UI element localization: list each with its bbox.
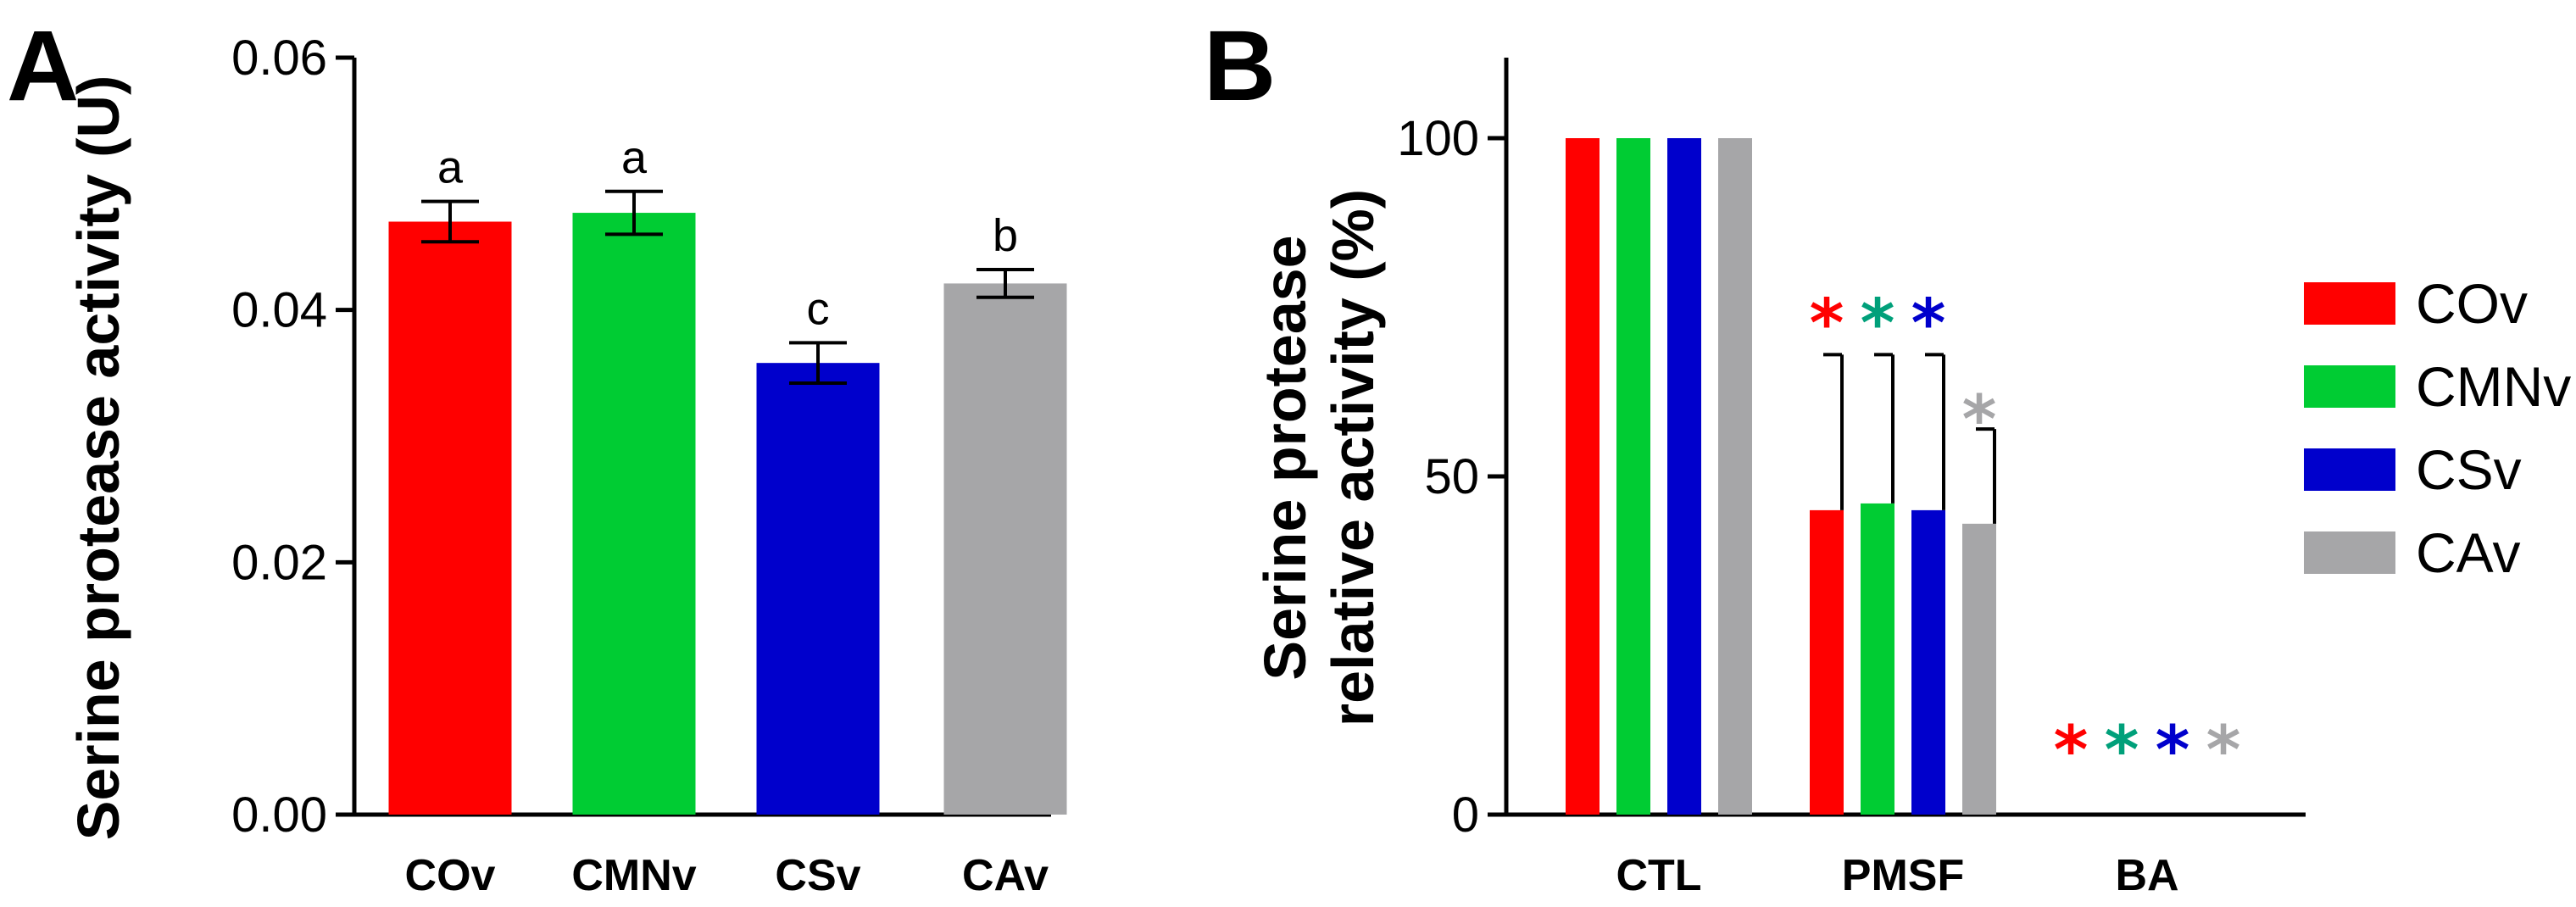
panel-b-bars: * * *** * * * bbox=[1566, 138, 2240, 815]
panel-a-bars: a a c b bbox=[388, 132, 1067, 815]
panel-b-y-axis-label-line2: relative activity (%) bbox=[1320, 189, 1386, 726]
panel-a-bar-cav bbox=[943, 283, 1067, 815]
panel-b: B Serine protease relative activity (%) … bbox=[1204, 10, 2571, 900]
legend-swatch-cav bbox=[2304, 531, 2395, 574]
panel-a-x-tick-label: COv bbox=[405, 851, 496, 900]
panel-b-bar-pmsf-cov bbox=[1810, 509, 1844, 815]
legend-label-cov: COv bbox=[2416, 272, 2528, 335]
panel-a-y-ticks: 0.00 0.02 0.04 0.06 bbox=[231, 31, 354, 843]
panel-a-letter: A bbox=[7, 10, 79, 122]
legend-label-cav: CAv bbox=[2416, 521, 2521, 584]
panel-a-y-tick-label: 0.06 bbox=[231, 31, 327, 86]
legend-label-cmnv: CMNv bbox=[2416, 355, 2571, 418]
panel-b-significance-star: * bbox=[2105, 713, 2139, 789]
panel-a-significance-label: c bbox=[807, 283, 830, 334]
panel-b-y-tick-label: 0 bbox=[1452, 787, 1479, 843]
legend-swatch-csv bbox=[2304, 448, 2395, 491]
panel-b-bar-pmsf-csv bbox=[1911, 509, 1945, 815]
panel-b-significance-star: * bbox=[1962, 382, 1997, 459]
panel-a-y-tick-label: 0.02 bbox=[231, 535, 327, 590]
panel-b-bar-pmsf-cmnv bbox=[1861, 503, 1894, 815]
panel-b-bar-ctl-cov bbox=[1566, 138, 1600, 815]
legend-swatch-cmnv bbox=[2304, 365, 2395, 408]
panel-b-x-tick-label: PMSF bbox=[1842, 851, 1964, 900]
panel-b-bar-ctl-cmnv bbox=[1616, 138, 1650, 815]
panel-b-significance-star: * bbox=[2206, 713, 2241, 789]
panel-b-y-tick-label: 50 bbox=[1424, 449, 1479, 504]
panel-a-bar-cmnv bbox=[572, 213, 696, 815]
panel-a: A Serine protease activity (U) 0.000.020… bbox=[7, 10, 1067, 900]
panel-a-x-tick-label: CAv bbox=[962, 851, 1049, 900]
panel-b-significance-star: * bbox=[1911, 286, 1946, 362]
panel-b-significance-star: * bbox=[1810, 286, 1844, 362]
panel-b-letter: B bbox=[1204, 10, 1276, 122]
panel-a-x-tick-label: CMNv bbox=[571, 851, 696, 900]
panel-b-x-tick-label: CTL bbox=[1616, 851, 1701, 900]
panel-a-y-tick-label: 0.04 bbox=[231, 283, 327, 338]
panel-a-bar-csv bbox=[756, 363, 880, 815]
panel-a-y-axis-label: Serine protease activity (U) bbox=[65, 75, 131, 841]
panel-a-significance-label: a bbox=[437, 142, 464, 193]
panel-a-x-ticks: COv CMNv CSv CAv bbox=[405, 851, 1049, 900]
panel-a-significance-label: b bbox=[993, 210, 1018, 261]
panel-b-significance-star: * bbox=[2054, 713, 2089, 789]
panel-b-significance-star: * bbox=[1861, 286, 1895, 362]
panel-b-x-tick-label: BA bbox=[2115, 851, 2178, 900]
panel-a-y-tick-label: 0.00 bbox=[231, 787, 327, 843]
legend-swatch-cov bbox=[2304, 282, 2395, 325]
panel-b-y-ticks: 0 50 100 bbox=[1397, 111, 1506, 843]
panel-b-significance-star: * bbox=[2156, 713, 2190, 789]
panel-b-x-ticks: CTL PMSF BA bbox=[1616, 851, 2178, 900]
panel-a-bar-cov bbox=[388, 221, 512, 815]
panel-b-bar-ctl-cav bbox=[1718, 138, 1752, 815]
panel-b-bar-ctl-csv bbox=[1667, 138, 1701, 815]
panel-b-y-tick-label: 100 bbox=[1397, 111, 1479, 166]
panel-a-significance-label: a bbox=[621, 132, 648, 183]
panel-a-x-tick-label: CSv bbox=[775, 851, 860, 900]
panel-b-bar-pmsf-cav bbox=[1962, 523, 1996, 815]
panel-b-y-axis-label-line1: Serine protease bbox=[1252, 235, 1318, 680]
panel-b-legend: COv CMNv CSv CAv bbox=[2304, 272, 2571, 584]
legend-label-csv: CSv bbox=[2416, 438, 2522, 501]
